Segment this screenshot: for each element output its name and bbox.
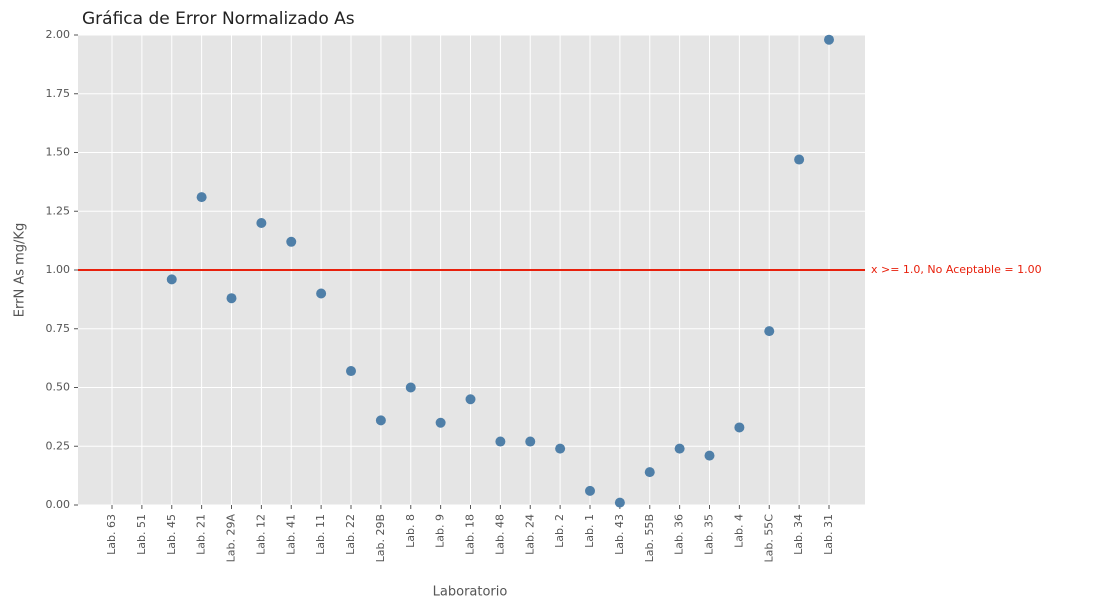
point bbox=[256, 218, 267, 228]
point bbox=[435, 417, 446, 428]
x-tick-label: Lab. 31 bbox=[822, 514, 835, 555]
point bbox=[614, 497, 625, 508]
x-tick-label: Lab. 35 bbox=[703, 514, 716, 555]
point bbox=[734, 422, 745, 433]
point bbox=[764, 326, 775, 337]
y-tick-label: 2.00 bbox=[46, 28, 71, 41]
x-tick-label: Lab. 34 bbox=[792, 514, 805, 555]
y-tick-label: 1.00 bbox=[46, 263, 71, 276]
x-tick-label: Lab. 48 bbox=[493, 514, 506, 555]
point bbox=[704, 450, 715, 461]
y-tick-label: 0.25 bbox=[46, 439, 71, 452]
x-tick-label: Lab. 21 bbox=[195, 514, 208, 555]
x-tick-label: Lab. 24 bbox=[523, 514, 536, 555]
x-tick-label: Lab. 4 bbox=[732, 514, 745, 548]
y-tick-label: 1.25 bbox=[46, 204, 71, 217]
point bbox=[525, 436, 536, 447]
y-tick-label: 0.75 bbox=[46, 322, 71, 335]
x-tick-label: Lab. 55B bbox=[643, 514, 656, 562]
y-tick-label: 1.50 bbox=[46, 146, 71, 159]
point bbox=[555, 443, 566, 454]
x-tick-label: Lab. 9 bbox=[434, 514, 447, 548]
x-tick-label: Lab. 11 bbox=[314, 514, 327, 555]
x-tick-label: Lab. 1 bbox=[583, 514, 596, 548]
y-tick-label: 0.00 bbox=[46, 498, 71, 511]
point bbox=[824, 34, 834, 45]
x-tick-label: Lab. 12 bbox=[254, 514, 267, 555]
x-tick-label: Lab. 18 bbox=[464, 514, 477, 555]
point bbox=[226, 293, 237, 304]
point bbox=[495, 436, 506, 447]
x-tick-label: Lab. 51 bbox=[135, 514, 148, 555]
x-tick-label: Lab. 55C bbox=[762, 514, 775, 563]
threshold-label: x >= 1.0, No Aceptable = 1.00 bbox=[871, 263, 1042, 276]
point bbox=[585, 485, 595, 496]
point bbox=[375, 415, 386, 426]
x-tick-label: Lab. 63 bbox=[105, 514, 118, 555]
x-tick-label: Lab. 43 bbox=[613, 514, 626, 555]
y-tick-label: 0.50 bbox=[46, 381, 71, 394]
x-tick-label: Lab. 45 bbox=[165, 514, 178, 555]
x-tick-label: Lab. 2 bbox=[553, 514, 566, 548]
point bbox=[316, 288, 327, 299]
point bbox=[286, 236, 297, 247]
point bbox=[465, 394, 476, 405]
x-tick-label: Lab. 8 bbox=[404, 514, 417, 548]
x-tick-label: Lab. 36 bbox=[673, 514, 686, 555]
x-tick-label: Lab. 29A bbox=[225, 514, 238, 563]
chart-title: Gráfica de Error Normalizado As bbox=[82, 9, 355, 29]
point bbox=[644, 467, 655, 478]
y-axis-label: ErrN As mg/Kg bbox=[13, 223, 28, 317]
point bbox=[346, 366, 356, 377]
point bbox=[674, 443, 685, 454]
y-tick-label: 1.75 bbox=[46, 87, 71, 100]
point bbox=[794, 154, 805, 165]
x-axis-label: Laboratorio bbox=[433, 585, 508, 600]
x-tick-label: Lab. 22 bbox=[344, 514, 357, 555]
x-tick-label: Lab. 41 bbox=[284, 514, 297, 555]
point bbox=[166, 274, 177, 285]
point bbox=[196, 192, 207, 203]
x-tick-label: Lab. 29B bbox=[374, 514, 387, 562]
point bbox=[405, 382, 416, 393]
